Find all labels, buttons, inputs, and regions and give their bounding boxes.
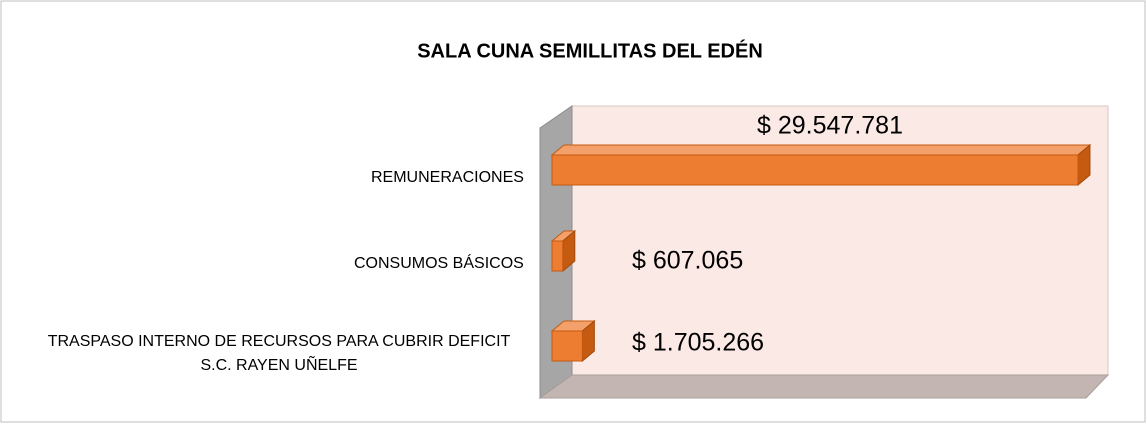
category-label: CONSUMOS BÁSICOS — [354, 255, 524, 272]
category-label: REMUNERACIONES — [371, 169, 524, 186]
bar — [551, 154, 1079, 186]
value-label: $ 1.705.266 — [632, 329, 764, 357]
value-label: $ 29.547.781 — [757, 112, 903, 140]
chart-title: SALA CUNA SEMILLITAS DEL EDÉN — [417, 39, 763, 62]
bar-top — [550, 144, 1092, 156]
bar — [551, 330, 583, 362]
category-label: TRASPASO INTERNO DE RECURSOS PARA CUBRIR… — [47, 333, 511, 374]
floor — [538, 374, 1110, 399]
bar — [551, 240, 564, 272]
value-label: $ 607.065 — [632, 247, 743, 275]
